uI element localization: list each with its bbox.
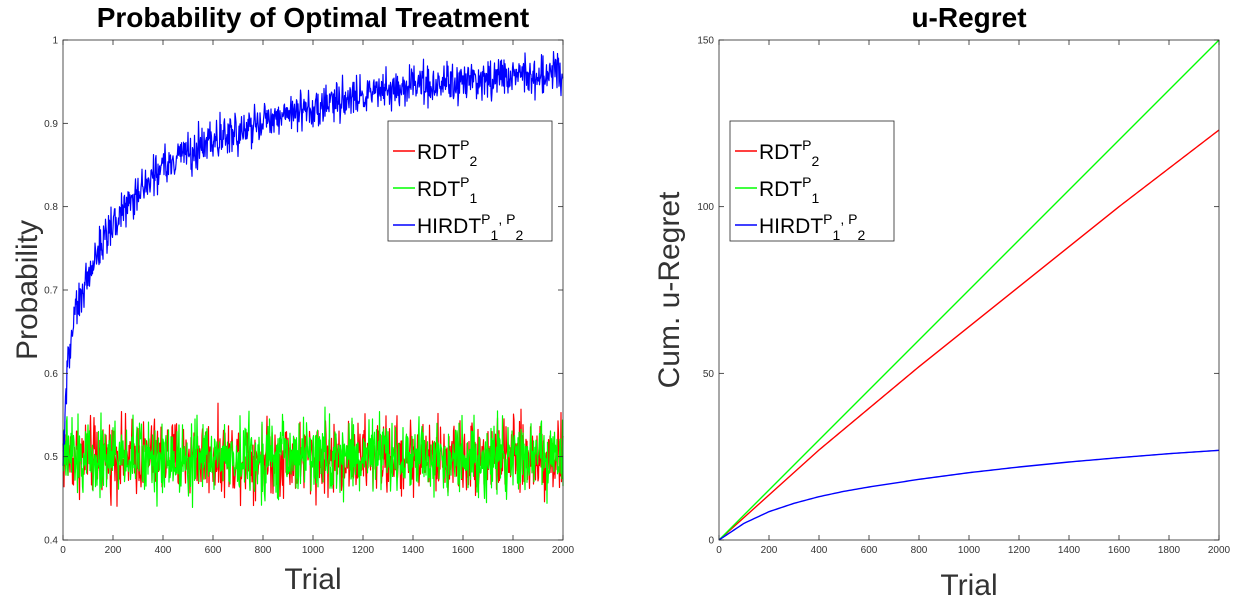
legend-label: RDTP1	[759, 174, 820, 206]
x-tick-label: 1200	[1008, 545, 1031, 556]
x-tick-label: 0	[60, 545, 66, 556]
x-tick-label: 600	[861, 545, 878, 556]
legend: RDTP2 RDTP1 HIRDTP1, P2	[387, 120, 553, 243]
y-axis-label: Probability	[11, 220, 44, 360]
x-tick-label: 1400	[1058, 545, 1081, 556]
legend-label: RDTP1	[417, 174, 478, 206]
x-tick-label: 1400	[402, 545, 425, 556]
x-tick-label: 200	[761, 545, 778, 556]
series-line-1	[718, 129, 1220, 541]
x-tick-label: 1000	[302, 545, 325, 556]
series-line-3	[718, 449, 1220, 541]
y-tick-label: 0.4	[44, 536, 58, 547]
x-tick-label: 0	[716, 545, 722, 556]
legend-label: HIRDTP1, P2	[759, 211, 865, 243]
y-tick-label: 0.7	[44, 286, 58, 297]
y-tick-label: 0.8	[44, 202, 58, 213]
x-tick-label: 1800	[1158, 545, 1181, 556]
chart-title: u-Regret	[911, 2, 1026, 33]
probability-chart: Probability of Optimal Treatment 0 200 400 6…	[11, 2, 575, 596]
x-tick-label: 400	[155, 545, 172, 556]
y-tick-label: 150	[697, 36, 714, 47]
legend: RDTP2 RDTP1 HIRDTP1, P2	[729, 120, 895, 243]
legend-box	[387, 120, 553, 242]
x-tick-label: 400	[811, 545, 828, 556]
x-tick-label: 200	[105, 545, 122, 556]
x-tick-label: 600	[205, 545, 222, 556]
legend-label: RDTP2	[417, 137, 478, 169]
y-tick-label: 0	[708, 536, 714, 547]
series-line-2	[718, 39, 1220, 541]
x-tick-label: 1000	[958, 545, 981, 556]
x-tick-label: 800	[255, 545, 272, 556]
series-line-3	[62, 50, 564, 466]
x-tick-label: 1600	[1108, 545, 1131, 556]
y-tick-label: 0.5	[44, 452, 58, 463]
x-tick-label: 1200	[352, 545, 375, 556]
series-line-2	[62, 406, 564, 508]
y-tick-label: 1	[52, 36, 58, 47]
y-tick-label: 0.6	[44, 369, 58, 380]
x-axis-label: Trial	[284, 563, 341, 596]
x-tick-label: 1800	[502, 545, 525, 556]
y-axis-label: Cum. u-Regret	[653, 191, 686, 388]
chart-title: Probability of Optimal Treatment	[97, 2, 530, 33]
x-tick-label: 800	[911, 545, 928, 556]
y-tick-label: 100	[697, 202, 714, 213]
x-tick-label: 1600	[452, 545, 475, 556]
x-tick-label: 2000	[552, 545, 575, 556]
y-tick-label: 0.9	[44, 119, 58, 130]
x-axis-label: Trial	[940, 569, 997, 598]
y-tick-label: 50	[703, 369, 715, 380]
x-tick-label: 2000	[1208, 545, 1231, 556]
legend-box	[729, 120, 895, 242]
legend-label: RDTP2	[759, 137, 820, 169]
legend-label: HIRDTP1, P2	[417, 211, 523, 243]
